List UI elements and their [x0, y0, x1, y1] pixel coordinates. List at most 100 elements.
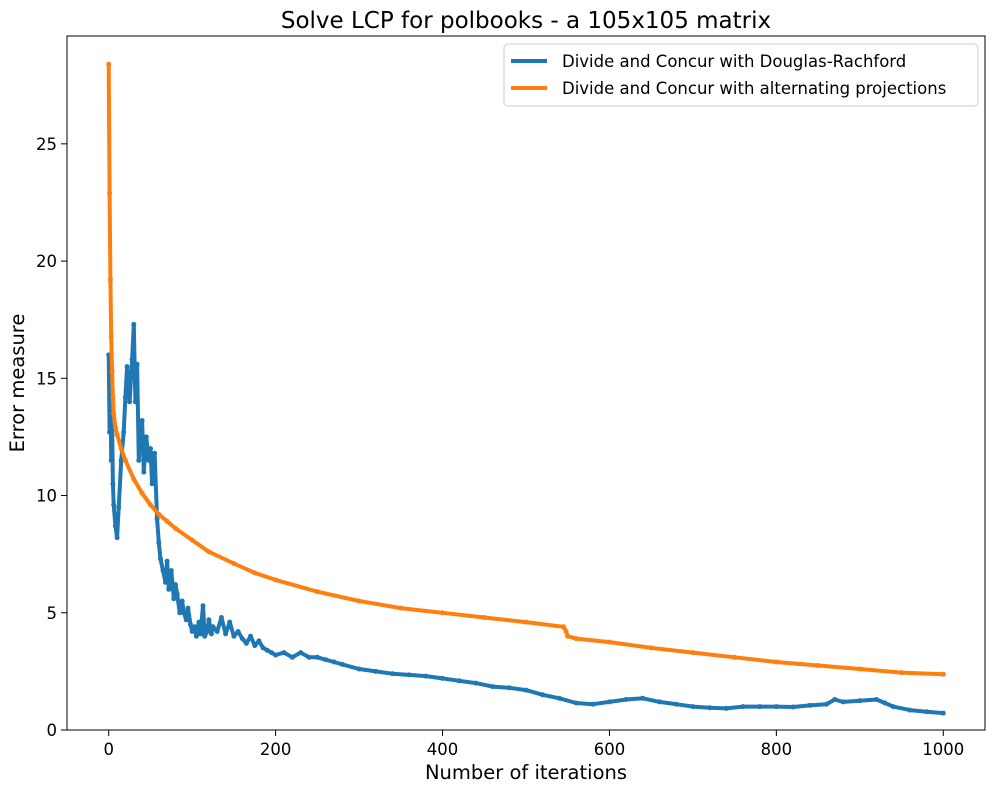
series-0-point: [146, 457, 152, 463]
x-tick-label: 400: [427, 740, 459, 759]
series-0-point: [163, 579, 168, 585]
series-0-point: [131, 321, 137, 327]
series-1-point: [173, 525, 178, 531]
series-0-point: [168, 568, 174, 574]
series-1-point: [648, 645, 654, 651]
series-0-point: [840, 699, 846, 705]
series-0-point: [832, 697, 838, 702]
series-0-point: [223, 631, 229, 637]
series-1-point: [111, 411, 117, 416]
x-tick-label: 1000: [922, 740, 964, 759]
series-1-point: [481, 615, 487, 620]
series-0-point: [281, 650, 287, 656]
series-0-point: [239, 636, 245, 642]
series-0-point: [181, 610, 187, 616]
series-line-0: [106, 322, 946, 716]
series-0-point: [192, 624, 198, 630]
series-0-point: [314, 654, 320, 660]
series-0-point: [506, 685, 512, 691]
series-0-point: [807, 702, 813, 708]
series-0-point: [940, 710, 946, 716]
series-0-point: [540, 692, 546, 698]
series-0-point: [227, 619, 233, 625]
x-axis-ticks: 0 200 400 600 800 1000: [103, 730, 964, 759]
series-0-point: [273, 652, 279, 658]
series-0-point: [456, 678, 462, 684]
series-0-point: [173, 582, 178, 588]
series-0-point: [160, 568, 166, 574]
series-0-point: [136, 457, 142, 463]
y-tick-label: 20: [36, 252, 57, 271]
series-0-point: [657, 699, 662, 705]
series-0-point: [177, 610, 183, 616]
series-0-point: [473, 680, 479, 686]
series-0-point: [188, 622, 193, 627]
series-0-point: [707, 705, 713, 711]
series-0-point: [264, 647, 270, 653]
series-0-point: [200, 603, 206, 609]
y-tick-label: 15: [36, 369, 57, 388]
series-0-point: [152, 450, 158, 456]
series-0-point: [208, 631, 214, 637]
legend-label-douglas-rachford: Divide and Concur with Douglas-Rachford: [562, 52, 906, 71]
series-0-point: [907, 707, 913, 713]
series-0-point: [256, 638, 262, 644]
series-1-point: [131, 476, 137, 482]
series-0-point: [210, 624, 216, 630]
series-0-point: [198, 631, 203, 637]
series-1-point: [148, 502, 153, 508]
series-1-point: [398, 605, 404, 611]
series-0-point: [179, 598, 185, 604]
series-1-point: [108, 333, 114, 339]
series-0-point: [373, 668, 379, 674]
series-0-point: [523, 687, 529, 693]
y-tick-label: 25: [36, 135, 57, 154]
series-1-point: [231, 561, 237, 566]
series-0-point: [640, 695, 646, 701]
y-tick-label: 5: [47, 604, 58, 623]
series-0-point: [110, 481, 116, 487]
plot-lines: [106, 61, 946, 716]
series-1-point: [857, 666, 863, 672]
series-0-point: [218, 615, 224, 620]
series-1-point: [118, 446, 124, 452]
series-0-point: [149, 481, 155, 487]
series-0-point: [874, 697, 879, 702]
series-1-point: [107, 277, 113, 283]
series-1-point: [112, 425, 118, 430]
series-0-point: [127, 399, 133, 405]
series-0-point: [107, 429, 113, 435]
x-tick-label: 800: [761, 740, 793, 759]
series-0-point: [298, 650, 304, 656]
series-1-point: [573, 636, 579, 642]
series-0-point: [174, 591, 180, 597]
series-1-point: [252, 570, 258, 576]
series-0-point: [122, 394, 128, 400]
series-1-point: [107, 190, 113, 196]
series-1-point: [110, 394, 116, 400]
series-0-point: [723, 705, 729, 711]
series-line-1: [106, 62, 946, 677]
series-0-point: [143, 434, 149, 440]
series-0-point: [158, 556, 163, 562]
series-0-point: [171, 596, 177, 602]
series-0-point: [740, 704, 746, 710]
series-1-point: [563, 629, 569, 634]
series-0-point: [116, 504, 122, 510]
series-0-point: [231, 633, 237, 639]
series-0-point: [423, 673, 429, 679]
series-0-point: [890, 704, 896, 710]
series-0-point: [331, 659, 337, 665]
series-1-point: [122, 457, 128, 463]
series-1-point: [732, 654, 738, 660]
series-0-point: [185, 605, 191, 611]
series-1-point: [139, 490, 145, 496]
series-0-point: [406, 672, 412, 678]
series-0-point: [289, 654, 295, 660]
x-tick-label: 600: [594, 740, 626, 759]
x-axis-label: Number of iterations: [425, 761, 627, 784]
series-1-point: [273, 577, 279, 583]
series-1-point: [356, 598, 362, 604]
series-0-point: [390, 671, 395, 677]
